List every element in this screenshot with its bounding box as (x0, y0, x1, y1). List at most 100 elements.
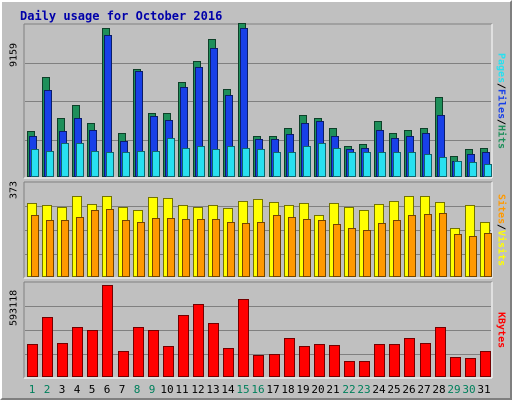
bar-kbytes-day-11 (178, 315, 189, 377)
bar-kbytes-day-25 (389, 344, 400, 377)
bar-sites-day-11 (182, 219, 190, 277)
bar-pages-day-2 (46, 151, 54, 177)
bar-kbytes-day-30 (465, 358, 476, 377)
bar-kbytes-day-22 (344, 361, 355, 377)
x-tick-label: 1 (28, 383, 36, 396)
bar-pages-day-3 (61, 143, 69, 177)
bar-kbytes-day-24 (374, 344, 385, 377)
bar-kbytes-day-13 (208, 323, 219, 377)
bar-pages-day-17 (273, 152, 281, 177)
legend-item-hits: Hits (495, 125, 507, 150)
bar-sites-day-8 (137, 222, 145, 277)
bar-sites-day-19 (303, 219, 311, 277)
bar-kbytes-day-19 (299, 346, 310, 377)
bar-sites-day-9 (152, 218, 160, 277)
bar-pages-day-24 (378, 152, 386, 177)
x-tick-label: 12 (191, 383, 205, 396)
x-tick-label: 19 (296, 383, 310, 396)
bar-sites-day-29 (454, 234, 462, 277)
x-axis-labels: 1 2 3 4 5 6 7 8 9 10 11 12 13 14 15 16 17 18 19 20 21 22 23 24 2… (24, 383, 492, 397)
x-tick-label: 3 (58, 383, 66, 396)
bar-kbytes-day-2 (42, 317, 53, 377)
x-tick-label: 28 (432, 383, 446, 396)
bar-pages-day-9 (152, 151, 160, 177)
x-tick-label: 6 (103, 383, 111, 396)
bar-pages-day-30 (469, 162, 477, 177)
bar-sites-day-2 (46, 220, 54, 277)
bar-pages-day-25 (393, 152, 401, 177)
bar-sites-day-6 (106, 209, 114, 277)
x-tick-label: 4 (73, 383, 81, 396)
bar-kbytes-day-3 (57, 343, 68, 377)
bar-sites-day-25 (393, 220, 401, 277)
bar-pages-day-29 (454, 161, 462, 177)
bar-sites-day-27 (424, 214, 432, 277)
bar-sites-day-21 (333, 224, 341, 277)
bar-kbytes-day-29 (450, 357, 461, 377)
bar-sites-day-17 (273, 215, 281, 277)
bottom-ymax-label: 593118 (8, 289, 20, 327)
bar-kbytes-day-31 (480, 351, 491, 377)
x-tick-label: 14 (221, 383, 235, 396)
legend-item-files: Files (495, 88, 507, 120)
bar-pages-day-11 (182, 148, 190, 177)
x-tick-label: 29 (447, 383, 461, 396)
bar-sites-day-1 (31, 215, 39, 277)
x-tick-label: 24 (372, 383, 386, 396)
bar-sites-day-5 (91, 210, 99, 277)
bar-pages-day-21 (333, 148, 341, 177)
bar-pages-day-1 (31, 149, 39, 177)
bar-kbytes-day-17 (269, 354, 280, 377)
bar-pages-day-20 (318, 143, 326, 177)
bar-sites-day-30 (469, 236, 477, 277)
bar-pages-day-5 (91, 151, 99, 177)
bar-pages-day-16 (257, 149, 265, 177)
x-tick-label: 18 (281, 383, 295, 396)
legend-item-kbytes: KBytes (495, 311, 507, 349)
x-tick-label: 30 (462, 383, 476, 396)
bottom-panel-legend: KBytes (493, 282, 509, 378)
bar-pages-day-10 (167, 138, 175, 177)
legend-item-sites: Sites (495, 193, 507, 224)
bar-kbytes-day-6 (102, 285, 113, 377)
bar-sites-day-23 (363, 230, 371, 277)
bar-pages-day-22 (348, 152, 356, 177)
bar-kbytes-day-28 (435, 327, 446, 377)
x-tick-label: 10 (160, 383, 174, 396)
x-tick-label: 16 (251, 383, 265, 396)
x-tick-label: 2 (43, 383, 51, 396)
middle-panel-legend: Sites / Visits (493, 182, 509, 278)
bar-sites-day-14 (227, 222, 235, 277)
bar-kbytes-day-9 (148, 330, 159, 377)
x-tick-label: 7 (118, 383, 126, 396)
bar-pages-day-19 (303, 146, 311, 177)
chart-title: Daily usage for October 2016 (20, 9, 223, 23)
bar-kbytes-day-21 (329, 345, 340, 377)
x-tick-label: 31 (477, 383, 491, 396)
bar-kbytes-day-26 (404, 338, 415, 377)
bar-pages-day-12 (197, 146, 205, 177)
bar-kbytes-day-14 (223, 348, 234, 377)
bar-pages-day-31 (484, 164, 492, 177)
bar-sites-day-7 (122, 220, 130, 277)
bar-sites-day-28 (439, 213, 447, 277)
bar-kbytes-day-16 (253, 355, 264, 377)
bar-kbytes-day-7 (118, 351, 129, 377)
bar-sites-day-10 (167, 218, 175, 277)
bar-sites-day-3 (61, 220, 69, 277)
legend-separator: / (495, 119, 507, 126)
bar-kbytes-day-4 (72, 327, 83, 377)
bar-sites-day-15 (242, 223, 250, 277)
legend-separator: / (495, 223, 507, 230)
middle-ymax-label: 373 (8, 180, 20, 200)
legend-separator: / (495, 82, 507, 89)
bar-sites-day-20 (318, 220, 326, 277)
bar-kbytes-day-15 (238, 299, 249, 377)
bar-kbytes-day-8 (133, 327, 144, 377)
bar-pages-day-26 (408, 152, 416, 177)
x-tick-label: 26 (402, 383, 416, 396)
bar-sites-day-22 (348, 228, 356, 277)
bar-sites-day-18 (288, 217, 296, 277)
bar-kbytes-day-23 (359, 361, 370, 377)
